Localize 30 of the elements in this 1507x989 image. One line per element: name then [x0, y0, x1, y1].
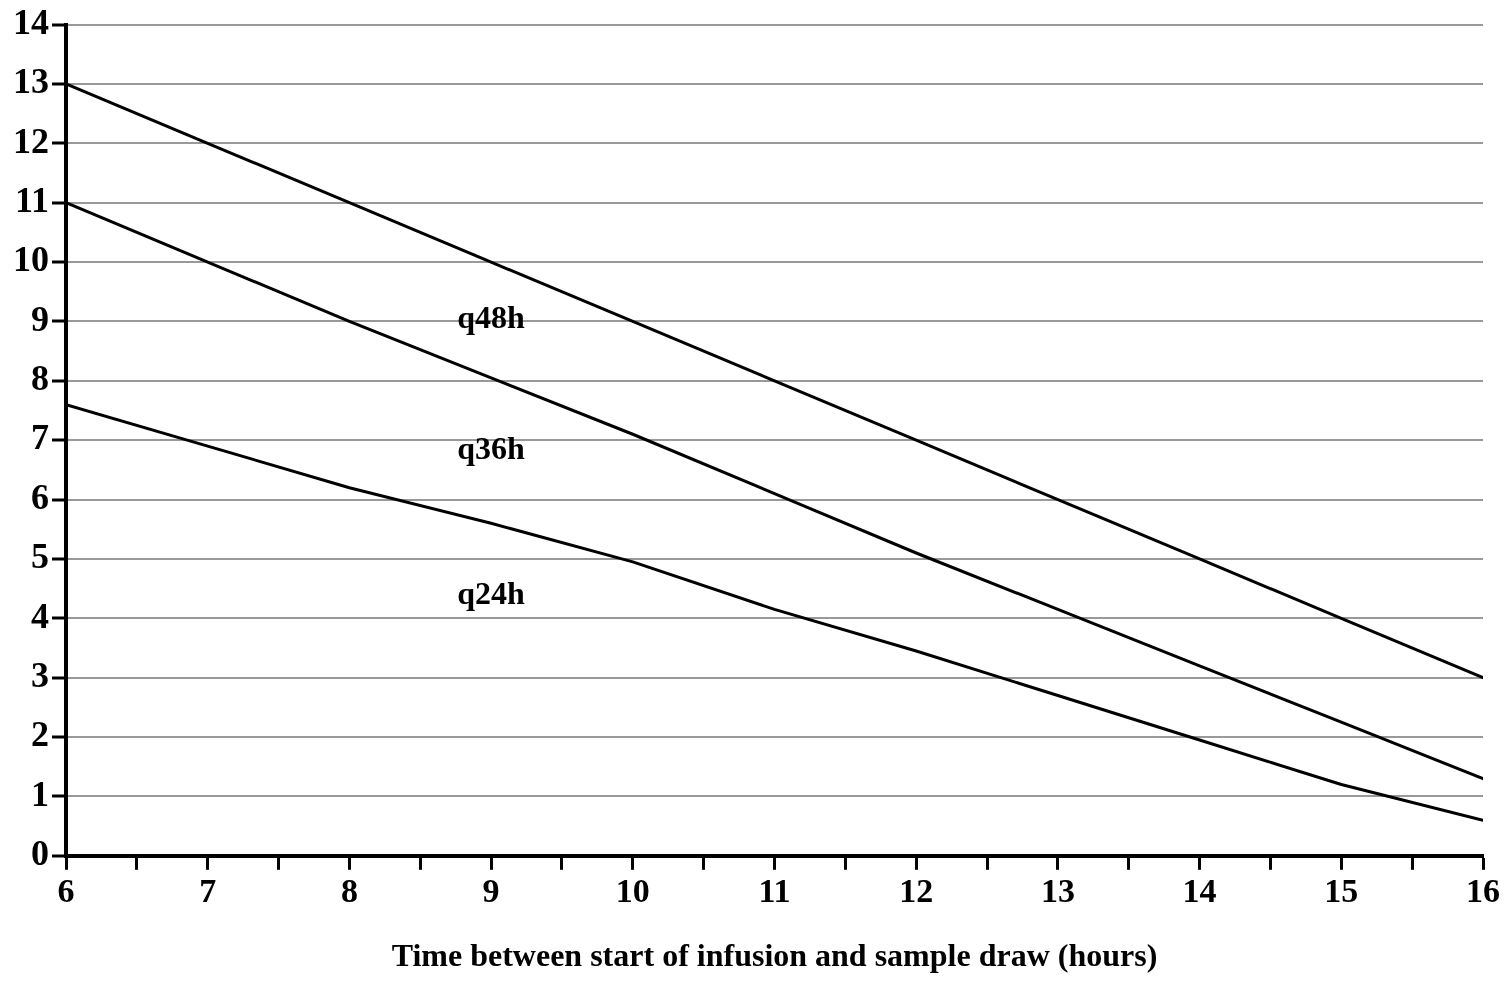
x-tick-label: 12 — [899, 871, 934, 909]
y-tick-label: 3 — [31, 654, 49, 695]
x-tick-label: 10 — [615, 871, 650, 909]
y-tick-label: 5 — [31, 536, 49, 577]
y-tick-label: 10 — [13, 239, 49, 280]
series-label: q24h — [457, 575, 526, 612]
x-axis-title: Time between start of infusion and sample draw (hours) — [391, 937, 1158, 974]
x-tick-label: 14 — [1182, 871, 1217, 909]
x-tick-label: 15 — [1324, 871, 1359, 909]
y-tick-label: 9 — [31, 298, 49, 339]
x-tick-label: 9 — [482, 871, 500, 909]
y-tick-label: 0 — [31, 833, 49, 874]
y-tick-label: 1 — [31, 773, 49, 814]
x-tick-label: 8 — [340, 871, 358, 909]
series-label: q36h — [457, 429, 526, 466]
y-tick-label: 12 — [13, 120, 49, 161]
y-tick-label: 11 — [14, 180, 49, 221]
y-tick-label: 14 — [13, 1, 49, 42]
x-tick-label: 7 — [199, 871, 217, 909]
y-tick-label: 13 — [13, 61, 49, 102]
x-tick-label: 6 — [57, 871, 75, 909]
x-tick-label: 11 — [758, 871, 791, 909]
y-tick-label: 6 — [31, 476, 49, 517]
y-tick-label: 7 — [31, 417, 49, 458]
y-tick-label: 8 — [31, 358, 49, 399]
series-label: q48h — [457, 299, 526, 336]
x-tick-label: 13 — [1040, 871, 1075, 909]
x-tick-label: 16 — [1466, 871, 1500, 909]
y-tick-label: 4 — [31, 595, 49, 636]
y-tick-label: 2 — [31, 714, 49, 755]
